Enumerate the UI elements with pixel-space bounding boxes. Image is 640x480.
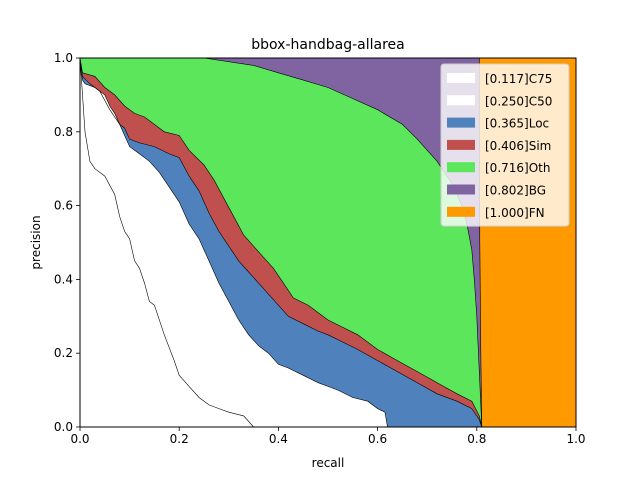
x-tick-label: 0.6: [368, 432, 387, 446]
x-tick-label: 0.2: [170, 432, 189, 446]
legend-label-bg: [0.802]BG: [485, 184, 546, 198]
legend-label-loc: [0.365]Loc: [485, 117, 549, 131]
chart-title: bbox-handbag-allarea: [251, 37, 404, 53]
legend-swatch-fn: [447, 206, 475, 217]
y-tick-label: 0.0: [54, 420, 73, 434]
y-tick-label: 0.6: [54, 199, 73, 213]
x-tick-label: 1.0: [566, 432, 585, 446]
legend-swatch-oth: [447, 162, 475, 173]
boundary-line-loc: [79, 57, 483, 428]
legend-label-oth: [0.716]Oth: [485, 161, 550, 175]
legend-swatch-bg: [447, 184, 475, 195]
legend-swatch-c50: [447, 95, 475, 106]
x-axis-ticks: 0.0 0.2 0.4 0.6 0.8 1.0: [70, 427, 586, 446]
legend-label-c50: [0.250]C50: [485, 94, 552, 108]
y-tick-label: 0.4: [54, 272, 73, 286]
legend-swatch-loc: [447, 117, 475, 128]
y-axis-label: precision: [29, 215, 43, 269]
boundary-line-oth: [80, 57, 483, 428]
legend-swatch-c75: [447, 73, 475, 83]
boundary-line-c50: [79, 57, 388, 428]
x-tick-label: 0.0: [70, 432, 89, 446]
legend: [0.117]C75 [0.250]C50 [0.365]Loc [0.406]Sim…: [440, 63, 570, 227]
y-tick-label: 1.0: [54, 51, 73, 65]
legend-label-sim: [0.406]Sim: [485, 139, 551, 153]
legend-label-fn: [1.000]FN: [485, 206, 545, 220]
x-tick-label: 0.8: [467, 432, 486, 446]
y-axis-ticks: 0.0 0.2 0.4 0.6 0.8 1.0: [54, 51, 80, 434]
y-tick-label: 0.2: [54, 346, 73, 360]
legend-label-c75: [0.117]C75: [485, 72, 552, 86]
y-tick-label: 0.8: [54, 125, 73, 139]
x-tick-label: 0.4: [269, 432, 288, 446]
legend-swatch-sim: [447, 139, 475, 150]
boundary-line-sim: [79, 57, 483, 428]
area-c75: [80, 58, 254, 427]
x-axis-label: recall: [312, 456, 345, 470]
chart-boundary-lines: [79, 57, 483, 428]
plot-frame: [79, 57, 577, 428]
boundary-line-c75: [79, 57, 254, 428]
